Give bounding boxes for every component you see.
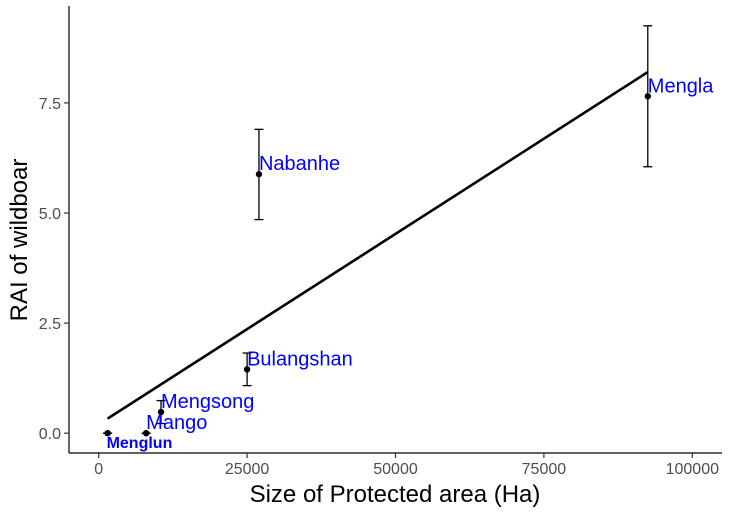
data-point <box>157 408 165 416</box>
y-axis-title: RAI of wildboar <box>6 159 33 322</box>
x-tick-label: 75000 <box>522 461 567 478</box>
y-tick-label: 5.0 <box>39 206 61 223</box>
data-point <box>243 366 251 373</box>
point-label: Mango <box>146 412 207 434</box>
tick-marks <box>64 102 693 458</box>
data-point <box>644 93 651 100</box>
point-label: Menglun <box>107 435 173 452</box>
y-tick-label: 2.5 <box>39 316 61 333</box>
data-point <box>104 429 111 437</box>
tick-labels: 0 25000 50000 75000 100000 0.0 2.5 5.0 7.5 <box>39 96 719 478</box>
point-label: Bulangshan <box>247 348 353 370</box>
point-label: Mengsong <box>161 391 254 413</box>
point-label: Mengla <box>648 75 714 97</box>
axes <box>68 6 722 454</box>
error-bars <box>103 25 653 434</box>
x-tick-label: 100000 <box>666 461 719 478</box>
trend-line <box>106 70 649 420</box>
x-axis-title: Size of Protected area (Ha) <box>250 481 541 508</box>
x-tick-label: 50000 <box>373 461 418 478</box>
x-tick-label: 0 <box>94 461 103 478</box>
point-label: Nabanhe <box>259 153 340 175</box>
y-tick-label: 0.0 <box>39 426 61 443</box>
data-points <box>104 93 651 437</box>
x-tick-label: 25000 <box>225 461 270 478</box>
data-point <box>255 171 263 178</box>
y-tick-label: 7.5 <box>39 96 61 113</box>
data-point <box>142 429 150 437</box>
trend-line-group <box>106 70 649 420</box>
